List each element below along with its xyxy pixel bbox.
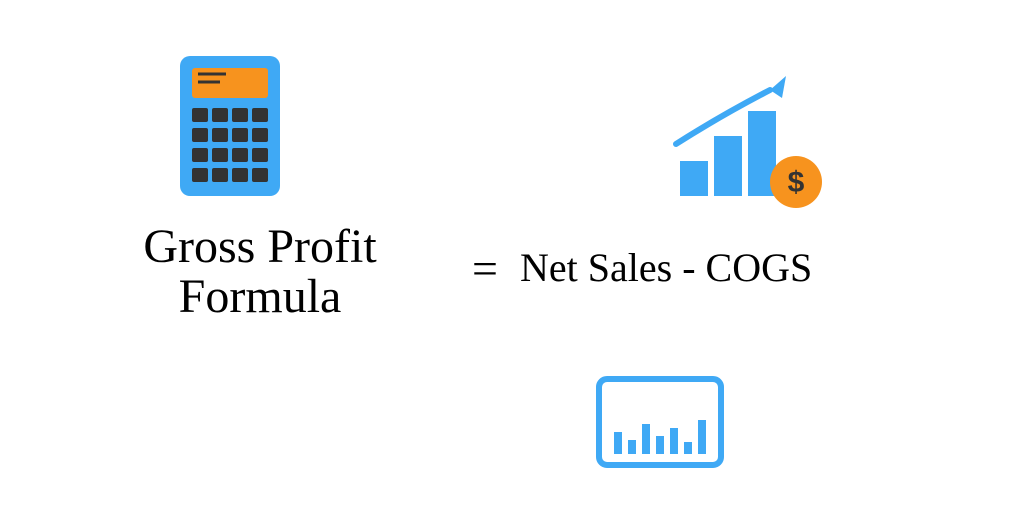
equals-sign: = <box>472 242 498 295</box>
calculator-icon <box>180 56 280 201</box>
title-line-1: Gross Profit <box>60 222 460 272</box>
mini-bar-chart-icon <box>596 376 724 473</box>
title-line-2: Formula <box>60 272 460 322</box>
formula-rhs: Net Sales - COGS <box>520 244 812 291</box>
svg-text:$: $ <box>788 166 805 199</box>
infographic-stage: $ Gross Profit Formula = Net Sales - COG… <box>0 0 1024 526</box>
growth-chart-icon: $ <box>670 76 840 221</box>
formula-title: Gross Profit Formula <box>60 222 460 323</box>
